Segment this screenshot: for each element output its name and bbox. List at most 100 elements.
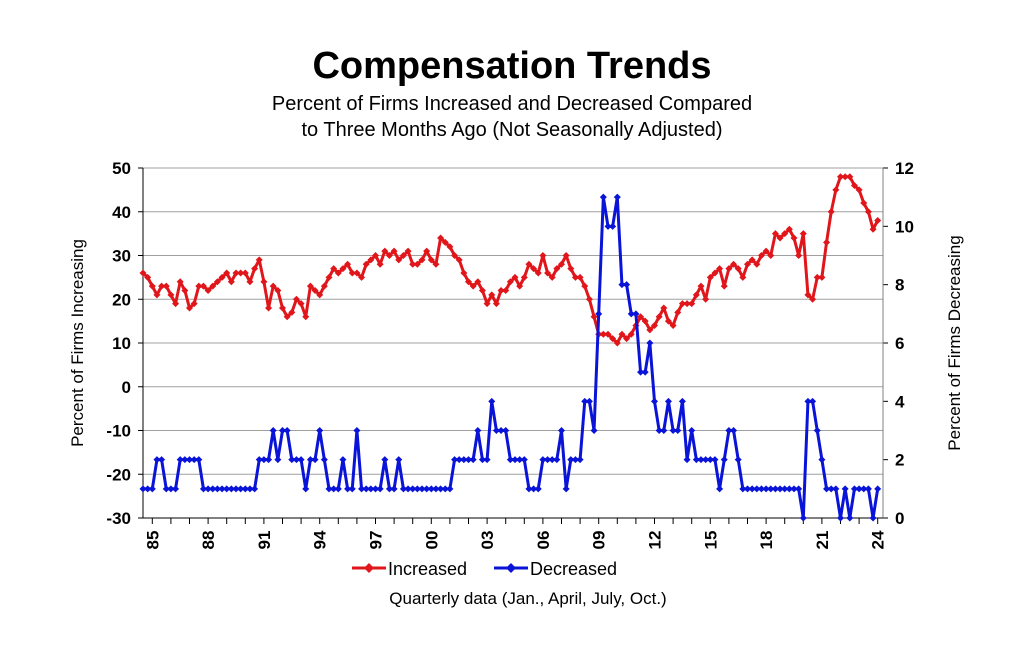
data-point-increased [251, 265, 259, 273]
data-point-decreased [232, 485, 240, 493]
data-point-increased [451, 252, 459, 259]
data-point-increased [837, 173, 844, 181]
data-point-decreased [390, 485, 398, 493]
x-tick-label: 06 [534, 531, 553, 550]
data-point-increased [376, 260, 384, 268]
data-point-increased [176, 278, 184, 286]
data-point-decreased [223, 485, 231, 493]
data-point-decreased [627, 310, 635, 318]
data-point-decreased [837, 514, 844, 522]
data-point-decreased [613, 193, 621, 201]
data-point-decreased [423, 485, 431, 493]
data-point-increased [506, 278, 514, 286]
data-point-increased [697, 282, 705, 290]
data-point-decreased [711, 456, 719, 464]
data-point-decreased [344, 485, 352, 493]
data-point-decreased [358, 485, 366, 493]
x-tick-label: 21 [813, 531, 832, 550]
y-right-tick-label: 4 [895, 392, 905, 411]
data-point-increased [204, 287, 212, 294]
data-point-decreased [469, 456, 477, 464]
data-point-decreased [506, 456, 514, 464]
data-point-increased [465, 278, 472, 286]
data-point-decreased [283, 427, 291, 434]
data-point-increased [804, 291, 812, 299]
data-point-decreased [181, 456, 189, 464]
data-point-decreased [655, 427, 663, 434]
data-point-increased [381, 247, 389, 255]
data-point-decreased [176, 456, 184, 464]
data-point-increased [716, 265, 724, 273]
data-point-decreased [739, 485, 747, 493]
data-point-decreased [297, 456, 305, 464]
data-point-decreased [292, 456, 300, 464]
data-point-decreased [860, 485, 868, 493]
x-tick-label: 85 [143, 531, 162, 550]
chart-subtitle-line1: Percent of Firms Increased and Decreased… [271, 93, 753, 115]
data-point-decreased [771, 485, 779, 493]
data-point-decreased [190, 456, 198, 464]
data-point-increased [799, 230, 807, 238]
data-point-increased [646, 326, 654, 334]
data-point-increased [223, 269, 231, 277]
data-point-increased [530, 265, 538, 273]
data-point-decreased [753, 485, 761, 493]
data-point-decreased [781, 485, 789, 493]
data-point-decreased [641, 368, 649, 376]
data-point-increased [279, 304, 286, 312]
y-left-tick-label: -10 [106, 422, 131, 441]
data-point-decreased [478, 456, 486, 464]
data-point-increased [874, 217, 882, 224]
data-point-decreased [674, 427, 682, 434]
data-point-increased [558, 260, 565, 268]
data-point-increased [790, 234, 798, 242]
data-point-decreased [186, 456, 193, 464]
data-point-increased [385, 252, 393, 259]
x-tick-label: 09 [590, 531, 609, 550]
data-point-decreased [213, 485, 221, 493]
data-point-decreased [376, 485, 384, 493]
data-point-increased [334, 269, 342, 277]
data-point-increased [683, 300, 691, 308]
data-point-increased [795, 252, 803, 259]
data-point-decreased [385, 485, 393, 493]
data-point-decreased [785, 485, 793, 493]
data-point-increased [139, 269, 147, 277]
data-point-decreased [562, 485, 570, 493]
data-point-increased [227, 278, 235, 286]
data-point-decreased [688, 427, 696, 434]
data-point-decreased [251, 485, 259, 493]
data-point-increased [246, 278, 254, 286]
data-point-increased [753, 260, 761, 268]
data-point-increased [478, 287, 486, 294]
legend-decreased-label: Decreased [530, 559, 617, 579]
data-point-increased [362, 260, 370, 268]
data-point-increased [548, 273, 556, 281]
series-line-decreased [143, 195, 880, 520]
data-point-increased [199, 282, 207, 290]
data-point-increased [320, 282, 328, 290]
data-point-decreased [404, 485, 412, 493]
data-point-increased [864, 208, 872, 216]
data-point-increased [702, 295, 710, 303]
data-point-increased [581, 282, 589, 290]
data-point-decreased [148, 485, 156, 493]
y-left-tick-label: 0 [122, 378, 131, 397]
data-point-decreased [637, 368, 645, 376]
data-point-decreased [302, 485, 310, 493]
data-point-increased [241, 269, 249, 277]
data-point-decreased [623, 281, 631, 289]
data-point-decreased [311, 456, 319, 464]
data-point-decreased [539, 456, 547, 464]
data-point-decreased [455, 456, 463, 464]
data-point-decreased [818, 456, 826, 464]
data-point-increased [767, 252, 775, 259]
data-point-increased [437, 234, 445, 242]
data-point-decreased [320, 456, 328, 464]
data-point-decreased [227, 485, 235, 493]
data-point-decreased [651, 397, 658, 405]
data-point-increased [641, 317, 649, 325]
data-point-increased [771, 230, 779, 238]
y-axis-right-label: Percent of Firms Decreasing [945, 235, 964, 450]
legend-increased-marker [364, 563, 374, 573]
